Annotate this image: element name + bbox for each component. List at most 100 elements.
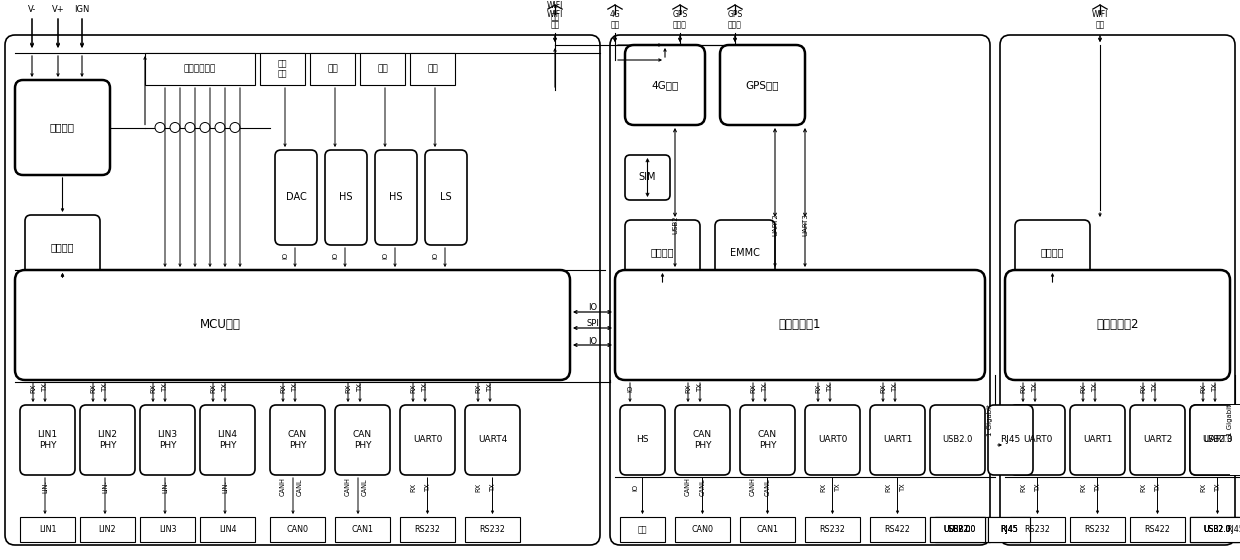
Text: TX: TX: [42, 384, 48, 393]
Text: LIN1: LIN1: [38, 525, 56, 534]
Text: IO: IO: [632, 483, 639, 491]
FancyBboxPatch shape: [1016, 220, 1090, 285]
Text: RX: RX: [1200, 482, 1207, 492]
FancyBboxPatch shape: [270, 405, 325, 475]
Text: CANL: CANL: [362, 478, 368, 496]
Text: IO: IO: [627, 384, 632, 391]
FancyBboxPatch shape: [401, 405, 455, 475]
Text: USB2.0: USB2.0: [1204, 525, 1231, 534]
FancyBboxPatch shape: [275, 150, 317, 245]
Text: GPS模块: GPS模块: [745, 80, 779, 90]
Text: RS232: RS232: [480, 525, 506, 534]
Text: HS: HS: [389, 193, 403, 203]
Text: RX: RX: [1080, 482, 1086, 492]
Text: IO: IO: [589, 337, 598, 346]
Text: LIN3
PHY: LIN3 PHY: [157, 430, 177, 450]
FancyBboxPatch shape: [870, 405, 925, 475]
FancyBboxPatch shape: [465, 405, 520, 475]
Text: IO: IO: [432, 251, 438, 259]
Text: LIN1
PHY: LIN1 PHY: [37, 430, 57, 450]
Text: USB2.0: USB2.0: [944, 525, 971, 534]
Text: RX: RX: [150, 383, 156, 393]
Bar: [410, 53, 455, 85]
FancyBboxPatch shape: [1070, 405, 1125, 475]
FancyBboxPatch shape: [335, 405, 391, 475]
Text: TX: TX: [490, 483, 496, 491]
Text: WIFI
天线: WIFI 天线: [547, 10, 563, 30]
Bar: [1070, 517, 1125, 542]
Bar: [1190, 517, 1240, 542]
Text: TX: TX: [1032, 384, 1038, 393]
FancyBboxPatch shape: [988, 405, 1033, 475]
Text: LIN4
PHY: LIN4 PHY: [217, 430, 238, 450]
Text: 电源监控: 电源监控: [1040, 248, 1064, 258]
Text: TX: TX: [102, 384, 108, 393]
Bar: [270, 517, 325, 542]
Text: 处理器模块1: 处理器模块1: [779, 319, 821, 332]
Text: RX: RX: [880, 383, 887, 393]
Text: TX: TX: [1215, 483, 1221, 491]
Text: RX: RX: [475, 383, 481, 393]
Text: USB2: USB2: [672, 216, 678, 234]
Text: RJ45: RJ45: [1001, 525, 1018, 534]
Text: 1 Gigabit: 1 Gigabit: [1228, 404, 1233, 436]
Text: 4G模块: 4G模块: [651, 80, 678, 90]
Text: RJ45: RJ45: [1001, 525, 1018, 534]
Text: RX: RX: [280, 383, 286, 393]
Text: UART0: UART0: [413, 436, 443, 445]
Bar: [145, 53, 255, 85]
Text: TX: TX: [1095, 483, 1101, 491]
Text: TX: TX: [827, 384, 833, 393]
Text: RJ45: RJ45: [1226, 525, 1240, 534]
Text: RX: RX: [475, 482, 481, 492]
Bar: [620, 517, 665, 542]
FancyBboxPatch shape: [625, 220, 701, 285]
Bar: [930, 517, 985, 542]
Text: USB2.0: USB2.0: [944, 525, 971, 534]
Text: CANH: CANH: [280, 478, 286, 496]
Text: GPS
主天线: GPS 主天线: [672, 10, 688, 30]
Text: TX: TX: [1092, 384, 1097, 393]
FancyBboxPatch shape: [325, 150, 367, 245]
FancyBboxPatch shape: [625, 45, 706, 125]
Text: RX: RX: [91, 383, 95, 393]
Circle shape: [215, 123, 224, 133]
FancyBboxPatch shape: [999, 35, 1235, 545]
Text: USB2.0: USB2.0: [949, 525, 976, 534]
Text: IO: IO: [589, 304, 598, 312]
Text: HS: HS: [340, 193, 352, 203]
Text: TX: TX: [697, 384, 703, 393]
Bar: [360, 53, 405, 85]
FancyBboxPatch shape: [5, 35, 600, 545]
Text: CAN0: CAN0: [692, 525, 713, 534]
Text: USB2.0: USB2.0: [949, 525, 976, 534]
Text: RS422: RS422: [884, 525, 910, 534]
Text: RS232: RS232: [820, 525, 846, 534]
Text: TX: TX: [900, 483, 906, 491]
Text: LIN-: LIN-: [102, 480, 108, 493]
Bar: [740, 517, 795, 542]
Text: RX: RX: [820, 482, 826, 492]
Text: UART0: UART0: [1023, 436, 1053, 445]
Text: RS232: RS232: [1024, 525, 1050, 534]
Text: USB2.0: USB2.0: [1203, 436, 1233, 445]
Text: V-: V-: [27, 6, 36, 15]
Text: USB2.0: USB2.0: [942, 436, 972, 445]
Text: TX: TX: [422, 384, 428, 393]
FancyBboxPatch shape: [1190, 405, 1240, 475]
Text: CAN1: CAN1: [351, 525, 373, 534]
Bar: [20, 517, 74, 542]
Bar: [1190, 517, 1240, 542]
Text: LS: LS: [440, 193, 451, 203]
FancyBboxPatch shape: [930, 405, 985, 475]
Text: UART2: UART2: [1143, 436, 1172, 445]
Text: RX: RX: [210, 383, 216, 393]
FancyBboxPatch shape: [1130, 405, 1185, 475]
FancyBboxPatch shape: [740, 405, 795, 475]
Bar: [1011, 517, 1065, 542]
Text: 低边: 低边: [427, 64, 438, 73]
Text: UART4: UART4: [477, 436, 507, 445]
Text: USB2.0: USB2.0: [1204, 525, 1231, 534]
Bar: [675, 517, 730, 542]
Text: 4G
天线: 4G 天线: [610, 10, 620, 30]
